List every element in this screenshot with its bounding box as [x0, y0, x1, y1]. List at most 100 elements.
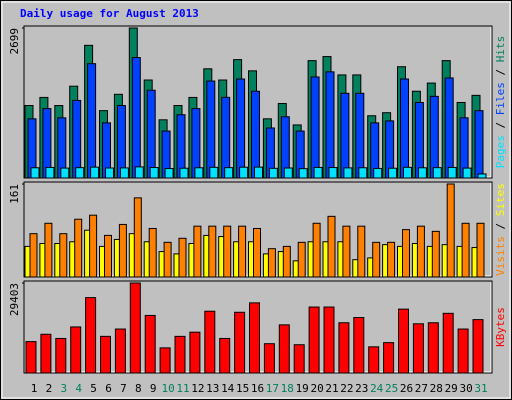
legend-entry: Hits [494, 36, 507, 63]
legend-entry: Files [494, 82, 507, 115]
bar [75, 167, 85, 179]
legend: Visits / Sites [494, 183, 507, 276]
bar [131, 57, 141, 179]
x-tick-label: 7 [120, 382, 127, 395]
legend-separator: / [494, 115, 507, 135]
bar [461, 222, 470, 278]
x-tick-label: 23 [355, 382, 368, 395]
bar [253, 227, 261, 278]
bar [313, 166, 323, 179]
bar [208, 225, 217, 278]
x-tick-label: 4 [75, 382, 82, 395]
bar [224, 167, 234, 179]
x-tick-label: 9 [150, 382, 157, 395]
y-tick-label: 161 [8, 184, 21, 204]
bar [90, 166, 100, 179]
bar [462, 167, 472, 179]
bar [204, 310, 216, 374]
x-tick-label: 3 [60, 382, 67, 395]
bar [164, 168, 174, 179]
bar [429, 95, 439, 179]
bar [119, 167, 129, 179]
bar [30, 167, 40, 179]
bar [402, 229, 410, 278]
bar [223, 225, 232, 278]
x-tick-label: 21 [325, 382, 338, 395]
x-tick-label: 12 [191, 382, 204, 395]
bar [116, 105, 126, 179]
bar [342, 225, 351, 278]
x-tick-label: 13 [206, 382, 219, 395]
bar [239, 166, 249, 179]
legend-separator: / [494, 216, 507, 236]
bar [238, 225, 247, 278]
bar [416, 225, 425, 278]
x-tick-label: 10 [161, 382, 174, 395]
bar [431, 230, 440, 278]
bar [474, 110, 484, 179]
bar [477, 173, 487, 179]
x-tick-label: 29 [445, 382, 458, 395]
bar [358, 167, 368, 179]
bar [446, 183, 455, 278]
bar [179, 167, 189, 179]
legend-entry: Pages [494, 135, 507, 168]
bar [372, 241, 381, 278]
bar [60, 167, 70, 179]
bar [209, 166, 219, 179]
x-tick-label: 25 [385, 382, 398, 395]
bar [163, 241, 172, 278]
bar [29, 233, 38, 278]
legend-entry: KBytes [494, 307, 507, 347]
bar [267, 248, 276, 278]
x-tick-label: 11 [176, 382, 189, 395]
bar [447, 166, 457, 179]
bar [357, 225, 366, 278]
legend-entry: Visits [494, 236, 507, 276]
bar [25, 341, 37, 374]
x-tick-label: 30 [459, 382, 472, 395]
bar [444, 77, 454, 179]
bar [146, 89, 156, 179]
bar [105, 167, 114, 179]
bar [310, 76, 320, 179]
bar [219, 337, 231, 374]
bar [236, 78, 246, 179]
bar [129, 282, 141, 374]
x-tick-label: 15 [236, 382, 249, 395]
bar [251, 90, 260, 179]
bar [44, 222, 53, 278]
bar [174, 335, 186, 374]
bar [221, 96, 231, 179]
bar [144, 314, 156, 374]
bar [206, 80, 216, 179]
bar [148, 227, 157, 278]
x-tick-label: 6 [105, 382, 112, 395]
bar [134, 166, 144, 179]
bar [308, 306, 320, 374]
bar [297, 241, 306, 278]
bar [159, 347, 171, 374]
x-tick-label: 31 [474, 382, 487, 395]
bar [100, 335, 111, 374]
bar [327, 215, 336, 278]
bar [189, 331, 201, 374]
bar [263, 343, 275, 374]
bar [368, 346, 380, 374]
bar [373, 167, 383, 179]
legend: KBytes [494, 307, 507, 347]
bar [194, 167, 204, 179]
bar [343, 167, 353, 179]
x-tick-label: 8 [135, 382, 142, 395]
bar [40, 333, 52, 374]
x-tick-label: 17 [266, 382, 279, 395]
x-tick-label: 20 [310, 382, 323, 395]
y-tick-label: 29403 [8, 283, 21, 316]
bar [442, 312, 454, 374]
bar [278, 324, 290, 374]
bar [328, 167, 338, 179]
bar [398, 308, 409, 374]
x-tick-label: 22 [340, 382, 353, 395]
bar [114, 328, 126, 374]
